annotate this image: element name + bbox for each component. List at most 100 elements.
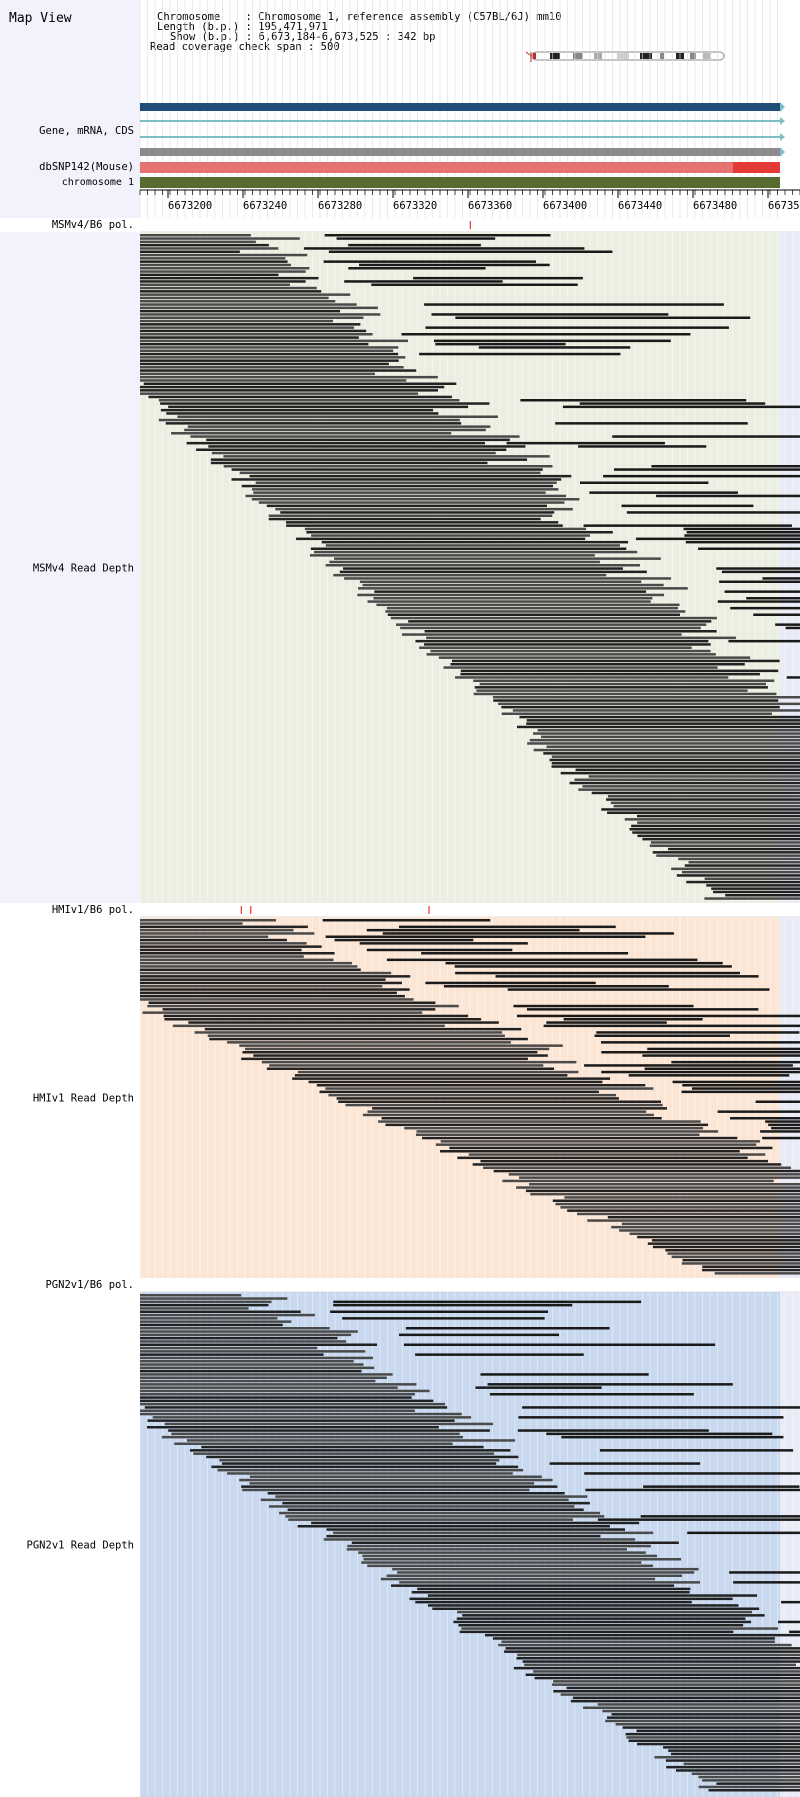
read [172,1024,445,1028]
read [613,804,800,808]
read [140,329,367,333]
pgn2v1-depth-side-panel [0,1292,140,1797]
read [329,560,600,564]
read [596,1031,800,1034]
read [426,653,716,656]
read [489,1393,694,1396]
read [424,630,717,633]
read [440,1150,740,1153]
read [552,1199,800,1202]
read [140,316,364,319]
read [459,1630,734,1634]
read [219,1459,500,1462]
read [526,722,800,725]
read [502,1179,774,1183]
read [231,478,562,481]
ruler-tick-label: 66735 [768,200,800,212]
read [628,1074,790,1077]
chromosome-ideogram[interactable] [525,51,725,62]
read [399,925,616,929]
read [746,597,800,600]
read [401,333,691,336]
read [382,932,674,935]
read [385,1123,709,1127]
read [251,498,580,501]
read [140,935,269,938]
read [323,1538,636,1541]
read [543,752,800,755]
read [583,524,792,527]
read [591,791,800,795]
read [566,1686,800,1690]
read [140,319,333,323]
read [597,1703,800,1706]
read [462,1614,765,1617]
read [611,1225,800,1229]
read [367,600,651,603]
read [587,1219,800,1222]
cds-track[interactable] [140,148,780,156]
read [204,1027,522,1031]
read [675,1769,800,1772]
read [725,894,800,897]
read [140,280,306,283]
read [242,1488,530,1492]
read [140,263,291,267]
read [140,247,279,250]
read [282,1501,590,1505]
read [140,359,399,362]
read [417,1587,691,1591]
read [140,379,407,382]
read [572,1696,800,1700]
read [399,1333,560,1337]
read [206,438,510,442]
read [194,1031,503,1034]
hmiv1-depth-label: HMIv1 Read Depth [33,1093,134,1105]
read [601,1041,800,1044]
snp-track-highlight[interactable] [733,162,780,173]
read [683,527,800,531]
read [522,1660,800,1663]
read [562,405,800,409]
read [579,402,766,405]
read [686,880,800,884]
mrna-track-1[interactable] [140,120,780,122]
read [140,965,358,968]
sample-sections: MSMv4/B6 pol. MSMv4 Read Depth HMIv1/B6 po… [0,218,800,1797]
read [584,1472,800,1475]
read [555,1202,800,1206]
read [328,1093,616,1097]
mrna-track-2[interactable] [140,136,780,138]
read [460,669,779,673]
read [140,286,317,290]
read [140,919,277,922]
read [140,942,307,945]
read [678,857,800,861]
read [162,1008,436,1011]
read [292,1077,611,1080]
read [140,253,308,257]
ruler-tick-label: 6673400 [543,200,587,212]
read [602,1709,800,1713]
read [516,1014,800,1018]
read [605,1719,800,1723]
read [147,1004,459,1008]
read [140,1379,376,1383]
pgn2v1-depth-area [140,1292,780,1797]
read [140,1333,352,1337]
read [716,1782,800,1785]
read [651,1239,800,1242]
gene-track[interactable] [140,103,780,111]
snp-track[interactable] [140,162,780,173]
gene-track-label: Gene, mRNA, CDS [39,125,134,137]
read [140,928,294,932]
chromosome-track[interactable] [140,177,780,188]
read [672,1080,800,1084]
read [333,1303,573,1307]
read [245,494,567,498]
read [140,309,341,313]
read [140,270,306,273]
read [311,1521,640,1525]
read [196,448,507,451]
read [599,1449,794,1452]
